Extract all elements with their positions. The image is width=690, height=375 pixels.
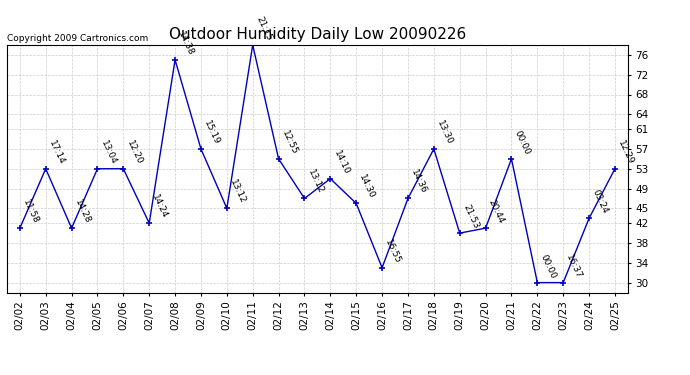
Text: 15:19: 15:19 [202, 119, 221, 146]
Text: 12:55: 12:55 [280, 129, 299, 156]
Text: 03:24: 03:24 [591, 189, 609, 216]
Title: Outdoor Humidity Daily Low 20090226: Outdoor Humidity Daily Low 20090226 [169, 27, 466, 42]
Text: 20:44: 20:44 [487, 198, 506, 225]
Text: 16:55: 16:55 [384, 238, 402, 265]
Text: 21:53: 21:53 [461, 203, 480, 230]
Text: Copyright 2009 Cartronics.com: Copyright 2009 Cartronics.com [7, 33, 148, 42]
Text: 00:00: 00:00 [513, 129, 532, 156]
Text: 13:12: 13:12 [228, 178, 247, 206]
Text: 14:28: 14:28 [73, 198, 92, 225]
Text: 00:00: 00:00 [539, 253, 558, 280]
Text: 16:37: 16:37 [564, 253, 584, 280]
Text: 13:30: 13:30 [435, 119, 454, 146]
Text: 14:38: 14:38 [177, 30, 195, 57]
Text: 12:29: 12:29 [616, 139, 635, 166]
Text: 11:58: 11:58 [21, 198, 40, 225]
Text: 12:20: 12:20 [125, 139, 144, 166]
Text: 14:10: 14:10 [332, 149, 351, 176]
Text: 13:04: 13:04 [99, 139, 118, 166]
Text: 21:15: 21:15 [254, 15, 273, 42]
Text: 14:30: 14:30 [357, 174, 377, 201]
Text: 14:24: 14:24 [150, 194, 170, 220]
Text: 17:14: 17:14 [47, 139, 66, 166]
Text: 13:12: 13:12 [306, 168, 325, 196]
Text: 14:36: 14:36 [409, 168, 428, 196]
